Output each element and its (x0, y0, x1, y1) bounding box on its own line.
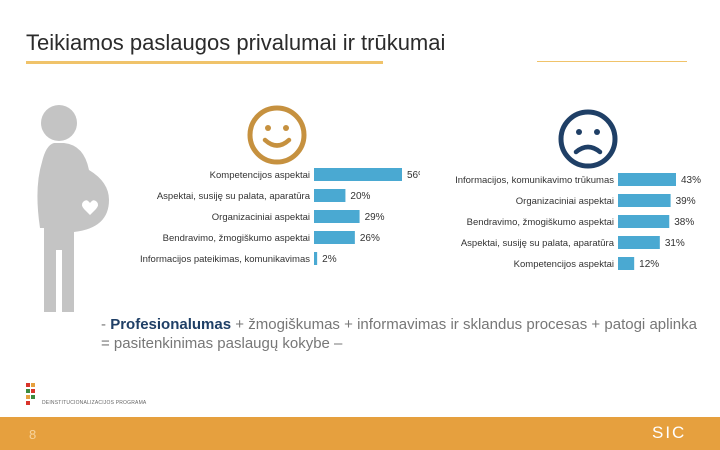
disadvantages-bar-chart: Informacijos, komunikavimo trūkumas 43% Or… (455, 173, 701, 270)
title-underline-right (537, 61, 687, 62)
bar (314, 189, 346, 202)
page-number: 8 (29, 427, 37, 442)
category-label: Kompetencijos aspektai (210, 170, 310, 181)
category-label: Organizaciniai aspektai (212, 212, 310, 223)
bar (314, 210, 360, 223)
value-label: 12% (639, 259, 659, 270)
footer-bar (0, 417, 720, 450)
advantages-bar-chart: Kompetencijos aspektai 56% Aspektai, susij… (140, 168, 420, 265)
summary-bold: Profesionalumas (110, 316, 232, 333)
slide-title: Teikiamos paslaugos privalumai ir trūkum… (26, 30, 446, 55)
logo-text: DEINSTITUCIONALIZACIJOS PROGRAMA (42, 400, 147, 406)
bar (618, 215, 670, 228)
bar (618, 257, 635, 270)
summary-rest: + žmogiškumas + informavimas ir sklandus… (101, 316, 697, 352)
value-label: 56% (407, 170, 420, 181)
bar (314, 252, 318, 265)
category-label: Aspektai, susiję su palata, aparatūra (461, 238, 615, 249)
pregnant-woman-icon (37, 105, 109, 312)
category-label: Bendravimo, žmogiškumo aspektai (163, 233, 310, 244)
value-label: 29% (365, 212, 385, 223)
bar (314, 231, 355, 244)
value-label: 38% (674, 217, 694, 228)
value-label: 26% (360, 233, 380, 244)
bar (618, 173, 676, 186)
category-label: Kompetencijos aspektai (514, 259, 614, 270)
category-label: Aspektai, susiję su palata, aparatūra (157, 191, 311, 202)
summary-text: - Profesionalumas + žmogiškumas + inform… (101, 315, 697, 353)
value-label: 20% (350, 191, 370, 202)
value-label: 39% (676, 196, 696, 207)
program-logo-icon (26, 383, 35, 405)
category-label: Informacijos, komunikavimo trūkumas (455, 175, 614, 186)
category-label: Organizaciniai aspektai (516, 196, 614, 207)
brand-logo: SIC (652, 423, 687, 442)
bar (618, 194, 671, 207)
sad-face-icon (558, 109, 618, 169)
smiley-face-icon (247, 105, 307, 165)
value-label: 31% (665, 238, 685, 249)
bar (618, 236, 660, 249)
bar (314, 168, 402, 181)
category-label: Bendravimo, žmogiškumo aspektai (467, 217, 614, 228)
value-label: 2% (322, 254, 337, 265)
title-underline (26, 61, 383, 64)
summary-dash: - (101, 316, 111, 333)
value-label: 43% (681, 175, 701, 186)
category-label: Informacijos pateikimas, komunikavimas (140, 254, 310, 265)
